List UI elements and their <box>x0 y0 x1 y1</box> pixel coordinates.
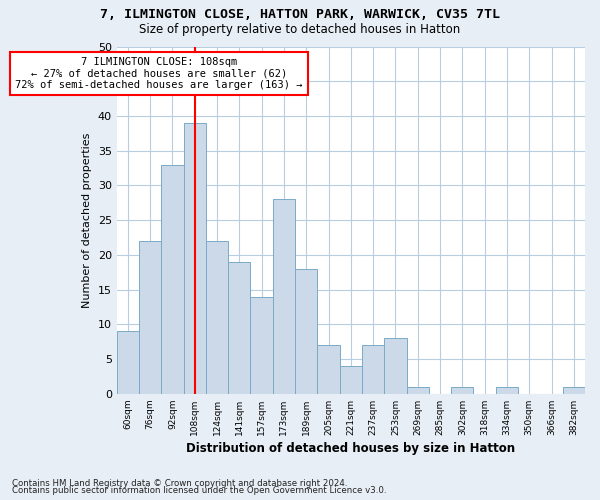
Bar <box>496 387 518 394</box>
Text: Contains HM Land Registry data © Crown copyright and database right 2024.: Contains HM Land Registry data © Crown c… <box>12 478 347 488</box>
Text: Contains public sector information licensed under the Open Government Licence v3: Contains public sector information licen… <box>12 486 386 495</box>
Text: 7, ILMINGTON CLOSE, HATTON PARK, WARWICK, CV35 7TL: 7, ILMINGTON CLOSE, HATTON PARK, WARWICK… <box>100 8 500 20</box>
Y-axis label: Number of detached properties: Number of detached properties <box>82 132 92 308</box>
Bar <box>340 366 362 394</box>
Bar <box>184 123 206 394</box>
Bar <box>295 269 317 394</box>
Text: Size of property relative to detached houses in Hatton: Size of property relative to detached ho… <box>139 22 461 36</box>
Bar <box>362 345 384 394</box>
Bar <box>228 262 250 394</box>
Bar <box>161 164 184 394</box>
Bar <box>250 296 273 394</box>
Bar <box>407 387 429 394</box>
Bar <box>451 387 473 394</box>
X-axis label: Distribution of detached houses by size in Hatton: Distribution of detached houses by size … <box>186 442 515 455</box>
Bar <box>273 200 295 394</box>
Bar <box>563 387 585 394</box>
Bar <box>116 332 139 394</box>
Bar <box>139 241 161 394</box>
Bar <box>384 338 407 394</box>
Text: 7 ILMINGTON CLOSE: 108sqm
← 27% of detached houses are smaller (62)
72% of semi-: 7 ILMINGTON CLOSE: 108sqm ← 27% of detac… <box>16 57 303 90</box>
Bar <box>206 241 228 394</box>
Bar <box>317 345 340 394</box>
